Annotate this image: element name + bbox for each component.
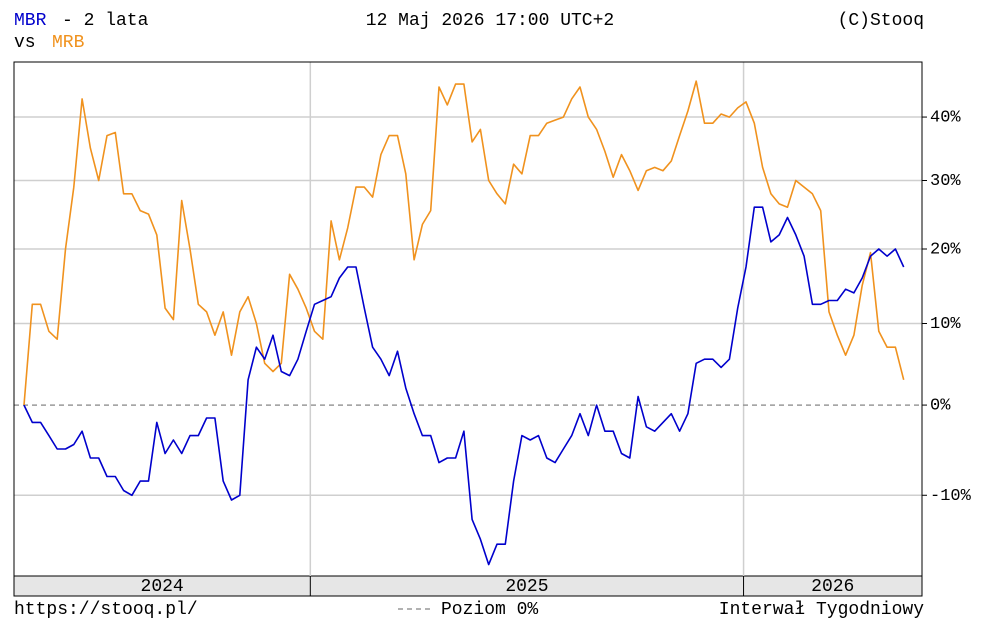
series-line [23, 80, 905, 406]
y-tick-label: 40% [930, 109, 961, 128]
interval: Interwał Tygodniowy [719, 600, 924, 620]
level-legend: Poziom 0% [441, 600, 538, 620]
timestamp: 12 Maj 2026 17:00 UTC+2 [366, 11, 614, 31]
year-label: 2025 [505, 577, 548, 597]
y-tick-label: 30% [930, 172, 961, 191]
main-series-name: MBR [14, 11, 47, 31]
y-tick-label: 10% [930, 315, 961, 334]
y-tick-label: -10% [930, 487, 972, 506]
y-tick-label: 20% [930, 240, 961, 259]
compare-series-name: MRB [52, 33, 85, 53]
series-line [23, 206, 905, 566]
year-label: 2026 [811, 577, 854, 597]
vs-label: vs [14, 33, 36, 53]
plot-frame [13, 61, 923, 597]
chart-title: - 2 lata [62, 11, 149, 31]
year-label: 2024 [141, 577, 184, 597]
y-tick-label: 0% [930, 397, 951, 416]
url: https://stooq.pl/ [14, 600, 198, 620]
source: (C)Stooq [838, 11, 924, 31]
